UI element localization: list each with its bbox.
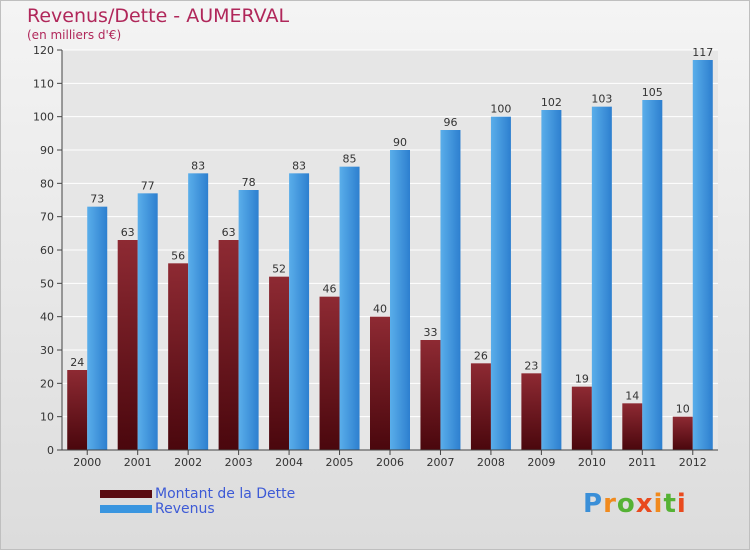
bar-debt (117, 240, 138, 450)
bars: 24 73 63 77 56 83 63 78 52 83 46 85 40 90 33 96 26 100 23 1… (67, 46, 713, 451)
chart-title: Revenus/Dette - AUMERVAL (27, 5, 290, 27)
data-label: 83 (292, 159, 306, 172)
data-label: 78 (242, 176, 256, 189)
bar-revenue (390, 150, 410, 450)
bar-debt (420, 340, 441, 450)
y-tick-label: 80 (40, 177, 54, 190)
bar-revenue (87, 206, 108, 450)
bar-debt (67, 370, 88, 450)
y-tick-label: 40 (40, 311, 54, 324)
data-label: 73 (90, 193, 104, 206)
legend-label-revenue: Revenus (155, 500, 215, 517)
bar-revenue (692, 60, 713, 450)
x-tick-label: 2000 (73, 456, 101, 469)
y-tick-label: 50 (40, 277, 54, 290)
y-tick-label: 100 (33, 111, 54, 124)
y-tick-label: 20 (40, 377, 54, 390)
bar-debt (168, 263, 189, 450)
x-tick-label: 2007 (426, 456, 454, 469)
bar-revenue (490, 116, 511, 451)
data-label: 52 (272, 263, 286, 276)
data-label: 40 (373, 303, 387, 316)
x-tick-label: 2008 (477, 456, 505, 469)
x-tick-label: 2006 (376, 456, 404, 469)
bar-revenue (238, 190, 259, 450)
data-label: 63 (121, 226, 135, 239)
x-tick-label: 2001 (124, 456, 152, 469)
y-tick-label: 90 (40, 144, 54, 157)
bar-revenue (339, 166, 360, 450)
bar-revenue (137, 193, 158, 451)
y-tick-label: 0 (47, 444, 54, 457)
data-label: 117 (692, 46, 713, 59)
data-label: 46 (323, 283, 337, 296)
data-label: 100 (490, 103, 511, 116)
data-label: 90 (393, 136, 407, 149)
x-tick-label: 2004 (275, 456, 303, 469)
bar-debt (571, 386, 592, 450)
y-tick-label: 110 (33, 77, 54, 90)
legend: Montant de la Dette Revenus (100, 485, 296, 517)
y-tick-label: 70 (40, 211, 54, 224)
data-label: 96 (443, 116, 457, 129)
legend-swatch-debt (100, 489, 152, 498)
bar-debt (622, 403, 643, 450)
bar-debt (319, 296, 340, 450)
x-tick-label: 2003 (225, 456, 253, 469)
bar-revenue (541, 110, 562, 450)
y-tick-label: 10 (40, 411, 54, 424)
bar-revenue (289, 173, 310, 451)
data-label: 102 (541, 96, 562, 109)
bar-revenue (591, 106, 612, 451)
data-label: 33 (423, 326, 437, 339)
data-label: 26 (474, 349, 488, 362)
bar-debt (672, 416, 693, 450)
legend-item-revenue: Revenus (100, 500, 295, 517)
data-label: 24 (70, 356, 84, 369)
chart-subtitle: (en milliers d'€) (27, 28, 122, 42)
bar-revenue (642, 100, 663, 450)
bar-debt (370, 316, 390, 450)
data-label: 103 (591, 93, 612, 106)
bar-debt (521, 373, 542, 450)
x-tick-label: 2002 (174, 456, 202, 469)
legend-swatch-revenue (100, 504, 152, 513)
data-label: 10 (676, 403, 690, 416)
x-tick-label: 2009 (527, 456, 555, 469)
legend-label-debt: Montant de la Dette (155, 485, 296, 502)
bar-revenue (188, 173, 209, 451)
bar-debt (218, 240, 239, 450)
y-tick-label: 30 (40, 344, 54, 357)
x-tick-label: 2011 (628, 456, 656, 469)
data-label: 105 (642, 86, 663, 99)
data-label: 85 (343, 153, 357, 166)
y-tick-label: 60 (40, 244, 54, 257)
bar-debt (470, 363, 491, 450)
bar-revenue (440, 130, 461, 450)
legend-item-debt: Montant de la Dette (100, 485, 296, 502)
data-label: 23 (524, 359, 538, 372)
axes: 0 10 20 30 40 50 60 70 80 90 100 110 120 2000 2001 2002… (33, 44, 718, 469)
bar-debt (269, 276, 290, 450)
x-tick-label: 2010 (578, 456, 606, 469)
x-tick-label: 2005 (326, 456, 354, 469)
proxiti-logo: Proxiti (583, 489, 687, 519)
data-label: 14 (625, 389, 639, 402)
data-label: 56 (171, 249, 185, 262)
data-label: 77 (141, 179, 155, 192)
data-label: 19 (575, 373, 589, 386)
x-tick-label: 2012 (679, 456, 707, 469)
y-tick-label: 120 (33, 44, 54, 57)
data-label: 83 (191, 159, 205, 172)
data-label: 63 (222, 226, 236, 239)
